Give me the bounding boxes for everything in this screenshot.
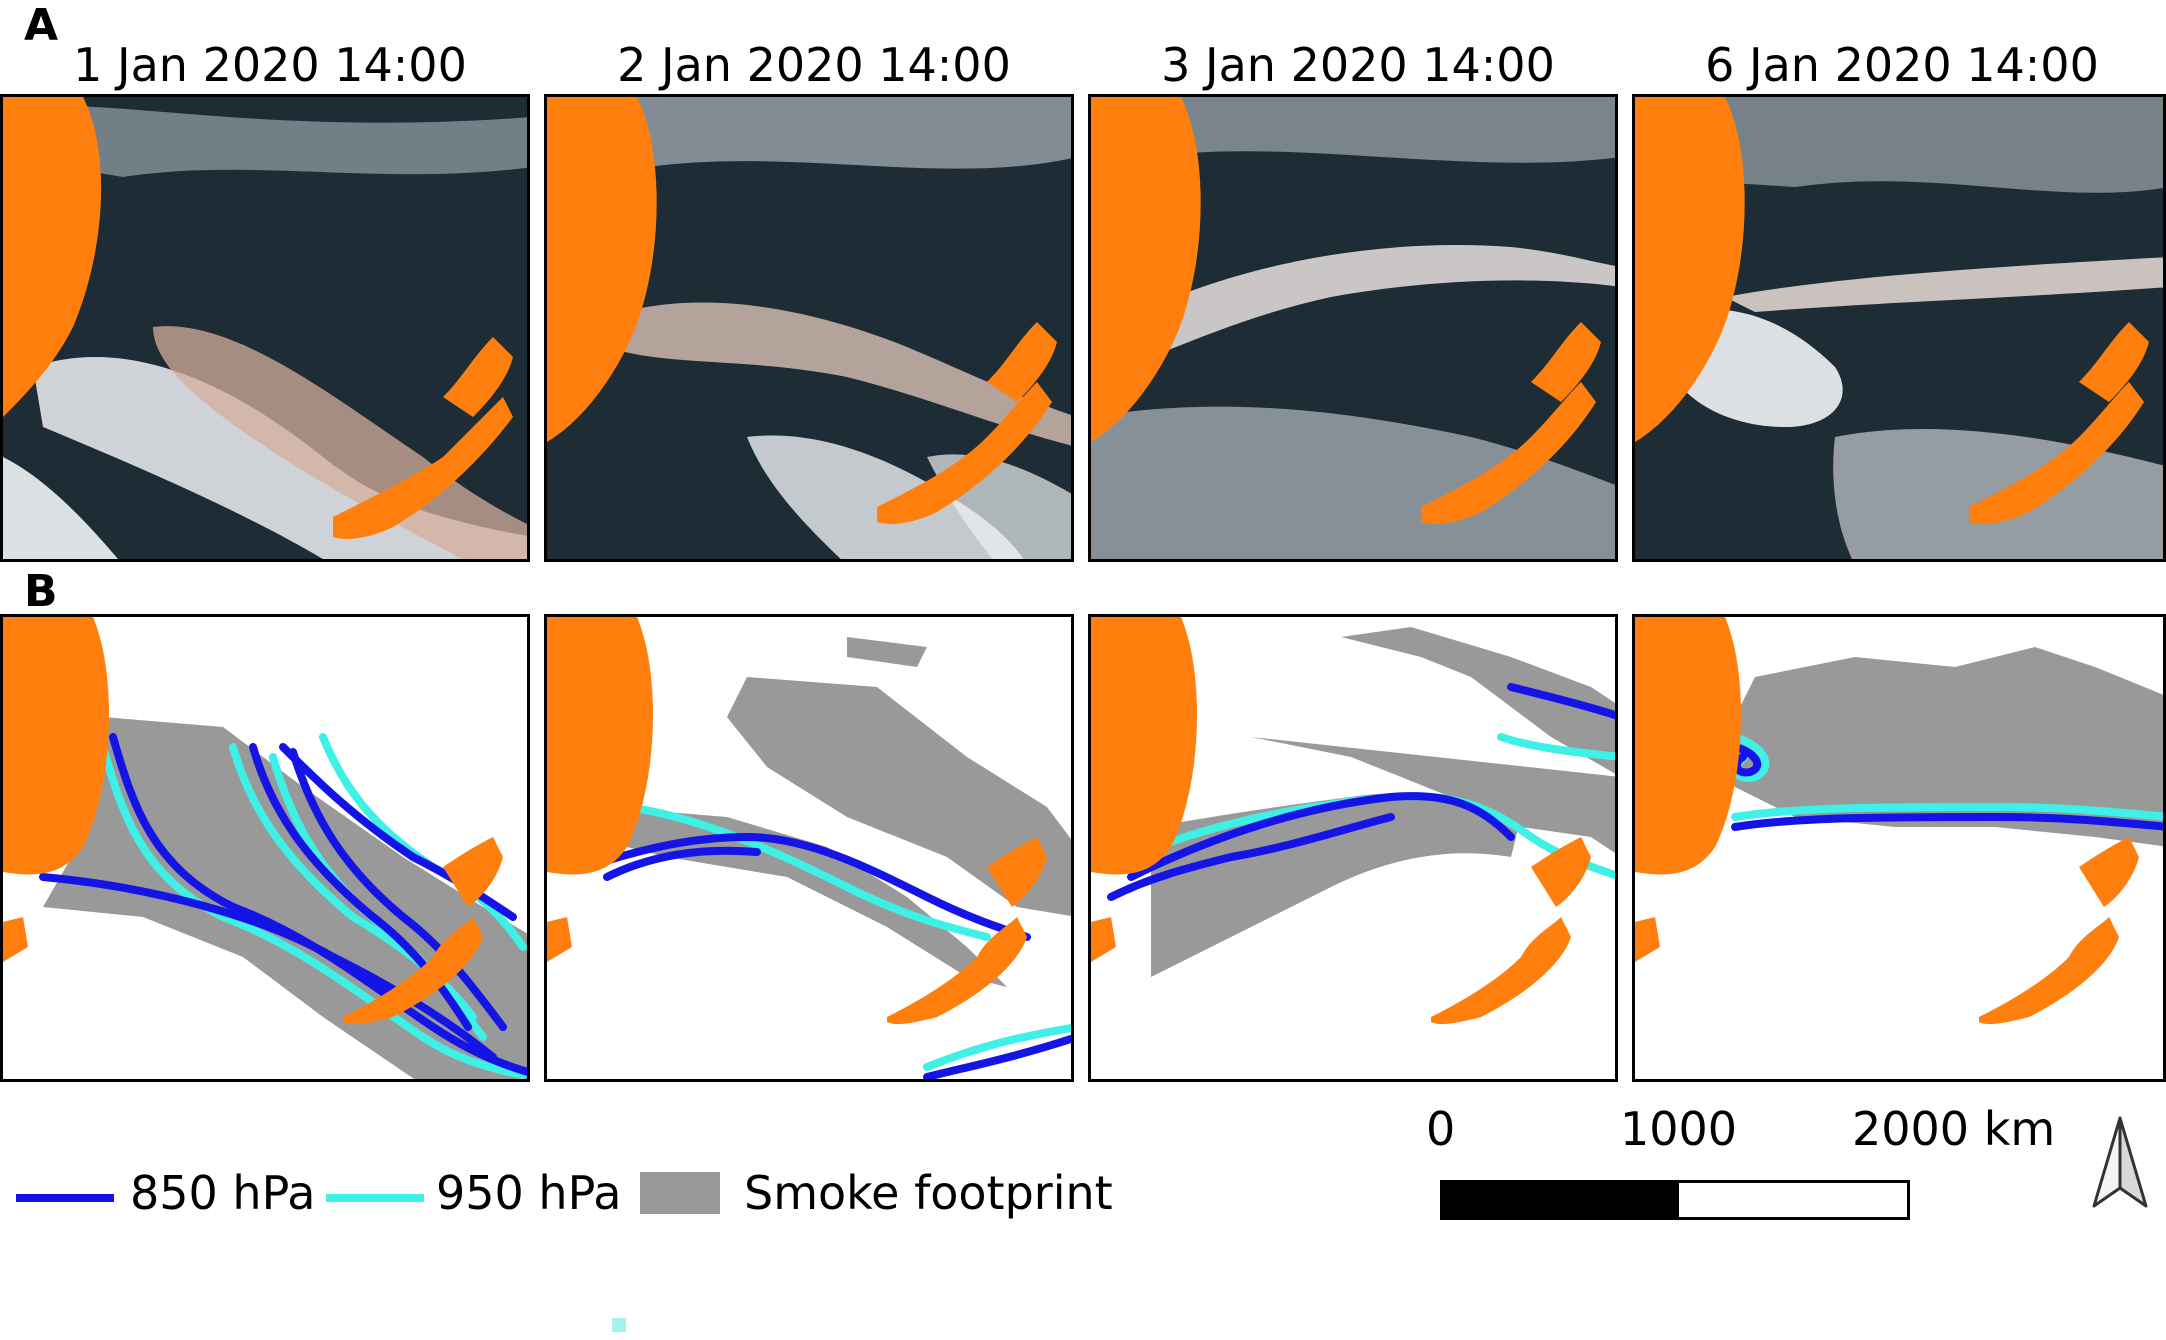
panel-label-a: A bbox=[24, 0, 59, 51]
satellite-panel-1 bbox=[0, 94, 530, 562]
legend-label-850: 850 hPa bbox=[130, 1166, 316, 1220]
trajectory-panel-4 bbox=[1632, 614, 2166, 1082]
scale-label-1000: 1000 bbox=[1620, 1102, 1738, 1156]
north-arrow-icon bbox=[2092, 1116, 2148, 1208]
scale-label-2000: 2000 km bbox=[1852, 1102, 2056, 1156]
stray-marker bbox=[612, 1318, 626, 1332]
satellite-panel-2 bbox=[544, 94, 1074, 562]
legend-swatch-950 bbox=[326, 1194, 424, 1202]
panel-label-b: B bbox=[24, 566, 58, 617]
legend-label-smoke: Smoke footprint bbox=[744, 1166, 1113, 1220]
date-title-1: 1 Jan 2020 14:00 bbox=[73, 38, 467, 92]
trajectory-panel-3 bbox=[1088, 614, 1618, 1082]
date-title-4: 6 Jan 2020 14:00 bbox=[1705, 38, 2099, 92]
satellite-panel-3 bbox=[1088, 94, 1618, 562]
scale-bar bbox=[1440, 1180, 1910, 1220]
legend-swatch-smoke bbox=[640, 1172, 720, 1214]
legend-swatch-850 bbox=[16, 1194, 114, 1202]
satellite-panel-4 bbox=[1632, 94, 2166, 562]
scale-label-0: 0 bbox=[1426, 1102, 1456, 1156]
trajectory-panel-2 bbox=[544, 614, 1074, 1082]
legend-label-950: 950 hPa bbox=[436, 1166, 622, 1220]
date-title-3: 3 Jan 2020 14:00 bbox=[1161, 38, 1555, 92]
trajectory-panel-1 bbox=[0, 614, 530, 1082]
date-title-2: 2 Jan 2020 14:00 bbox=[617, 38, 1011, 92]
scale-bar-filled-segment bbox=[1443, 1183, 1679, 1217]
